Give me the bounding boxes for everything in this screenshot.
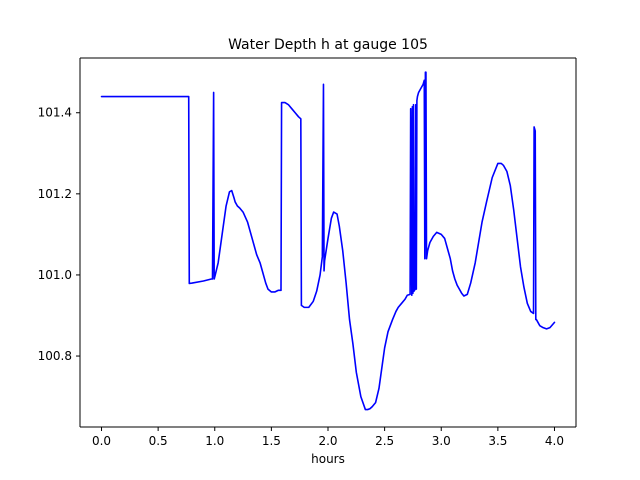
x-tick-label: 4.0 [545, 434, 564, 448]
x-tick-label: 0.0 [92, 434, 111, 448]
y-tick-label: 101.4 [38, 106, 72, 120]
chart-title: Water Depth h at gauge 105 [228, 37, 428, 53]
x-axis-label: hours [311, 452, 345, 466]
x-tick-label: 3.5 [488, 434, 507, 448]
x-tick-label: 0.5 [149, 434, 168, 448]
y-tick-label: 100.8 [38, 349, 72, 363]
series-layer [100, 71, 556, 411]
series-line-1 [100, 71, 556, 411]
x-tick-label: 1.5 [262, 434, 281, 448]
x-tick-label: 3.0 [432, 434, 451, 448]
y-tick-label: 101.0 [38, 268, 72, 282]
x-tick-label: 2.5 [375, 434, 394, 448]
x-axis: 0.0 0.5 1.0 1.5 2.0 2.5 3.0 3.5 4.0 [92, 427, 564, 448]
x-tick-label: 1.0 [205, 434, 224, 448]
y-axis: 100.8 101.0 101.2 101.4 [38, 106, 80, 363]
x-tick-label: 2.0 [318, 434, 337, 448]
y-tick-label: 101.2 [38, 187, 72, 201]
